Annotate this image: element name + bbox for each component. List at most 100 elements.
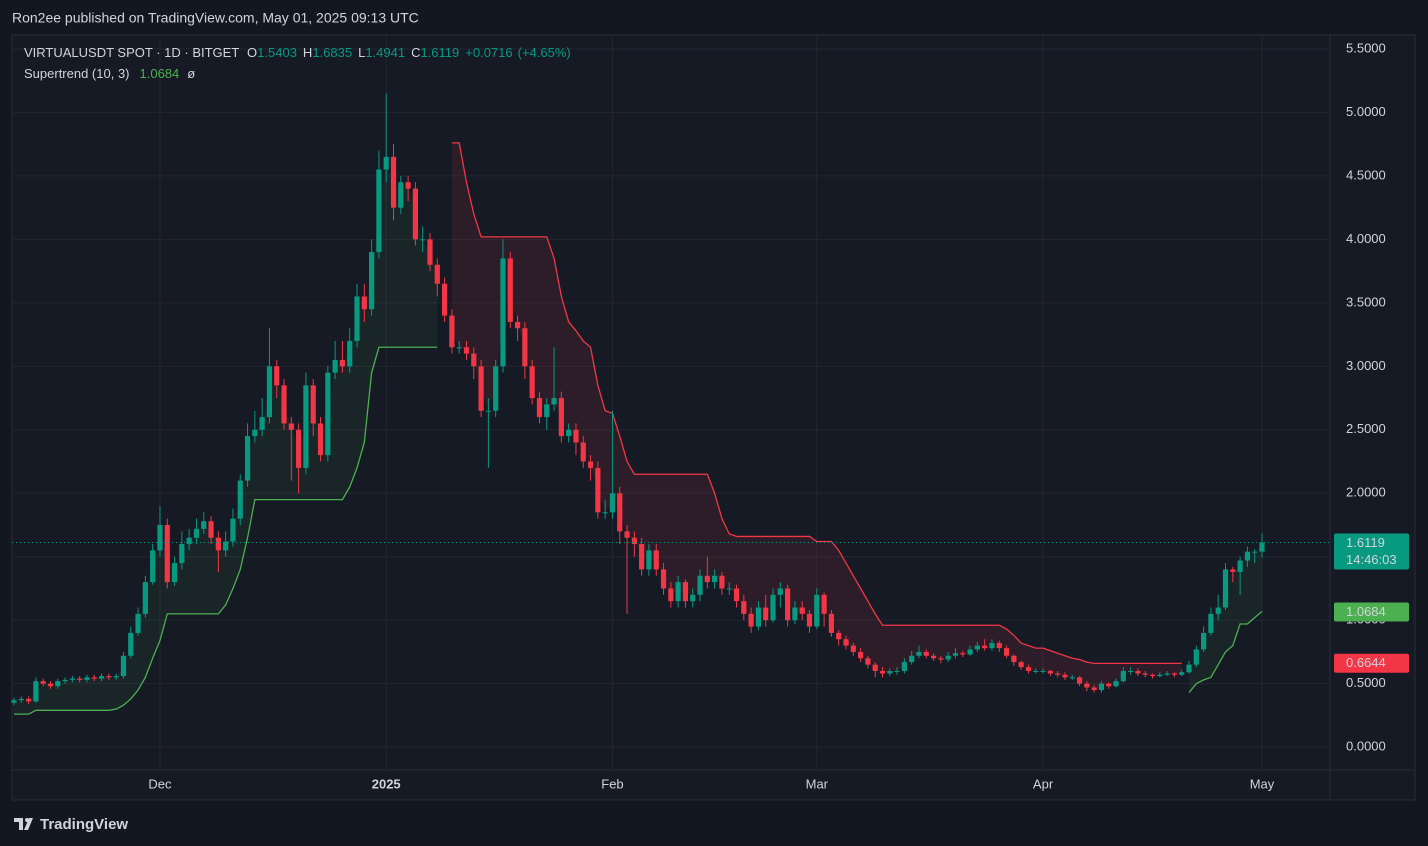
candle-body [770,594,776,621]
candle-body [945,655,951,660]
legend-change-pct: (+4.65%) [518,45,571,60]
candle-body [982,645,988,649]
candle-body [960,653,966,655]
candle-body [1186,664,1192,673]
symbol-legend: VIRTUALUSDT SPOT · 1D · BITGET O1.5403 H1.… [24,45,571,60]
candle-body [347,340,353,367]
x-tick-label: Dec [148,776,172,791]
candle-body [894,670,900,672]
candle-body [135,613,141,633]
candle-body [1047,670,1053,674]
candle-body [1069,677,1075,679]
candle-body [1142,673,1148,675]
legend-key: H [303,45,312,60]
indicator-legend: Supertrend (10, 3) 1.0684 ø [24,66,195,81]
price-label-countdown: 14:46:03 [1346,552,1397,567]
candle-body [806,613,813,627]
candle-body [1244,551,1251,561]
candle-body [544,404,550,418]
candle-body [1171,673,1178,675]
price-label-box [1334,653,1409,673]
candle-body [1018,662,1024,668]
candle-body [471,353,477,367]
candle-body [872,664,878,671]
candle-body [77,678,83,680]
candle-body [653,550,659,570]
candle-body [361,296,367,310]
candle-body [120,655,127,677]
candle-body [128,632,134,656]
indicator-name: Supertrend (10, 3) [24,66,130,81]
candle-body [1259,542,1265,552]
candle-body [288,423,294,430]
candle-body [1222,569,1229,608]
candle-body [1091,687,1097,691]
candle-body [763,607,769,621]
candle-body [420,239,426,241]
y-tick-label: 5.0000 [1346,104,1386,119]
candle-body [850,645,856,652]
candle-body [595,467,601,513]
candle-body [1033,670,1039,672]
candle-body [1098,683,1105,691]
candle-body [463,347,470,354]
trend-fill [1189,547,1262,693]
legend-change: +0.0716 [465,45,512,60]
price-label-value: 1.0684 [1346,604,1386,619]
candle-body [974,645,980,650]
candle-body [1025,667,1032,671]
candle-body [587,461,594,468]
candle-body [580,442,586,462]
candle-body [208,521,214,538]
candle-body [339,359,346,367]
candle-body [814,594,820,627]
supertrend-line [14,346,1263,715]
x-tick-label: Feb [601,776,623,791]
candle-body [186,537,192,545]
candle-body [1201,632,1207,650]
candle-body [726,588,732,590]
legend-value: 1.5403 [257,45,297,60]
candle-body [244,436,251,481]
candle-body [55,681,61,687]
legend-value: 1.6835 [312,45,352,60]
legend-key: L [358,45,365,60]
candle-body [748,613,754,627]
candle-body [47,683,54,687]
candle-body [901,662,907,671]
candle-body [828,613,835,633]
candle-body [405,182,411,189]
candle-body [1040,670,1046,672]
candle-body [697,575,703,595]
candle-body [1157,674,1163,677]
y-tick-label: 0.5000 [1346,675,1386,690]
candle-body [1062,674,1068,678]
indicator-symbol: ø [187,66,195,81]
candle-body [485,410,491,412]
candle-body [500,258,506,367]
candle-body [624,531,630,538]
candle-body [923,651,929,656]
candle-body [266,366,273,418]
candle-body [18,698,24,701]
candle-body [909,655,915,663]
candle-body [887,670,893,674]
candle-body [69,678,75,680]
candle-body [179,544,185,564]
candle-body [230,518,236,542]
candle-body [938,658,944,660]
candle-body [376,169,382,253]
candle-body [857,651,864,659]
candle-body [434,264,440,284]
supertrend-line [451,142,1182,665]
legend-value: 1.4941 [365,45,405,60]
candle-body [602,512,608,514]
candle-body [1208,613,1214,633]
x-tick-label: 2025 [372,776,401,791]
y-tick-label: 2.5000 [1346,421,1386,436]
candle-body [996,643,1002,649]
brand-name: TradingView [40,816,128,833]
candle-body [223,541,229,551]
candle-body [40,681,46,684]
candle-body [398,182,404,208]
